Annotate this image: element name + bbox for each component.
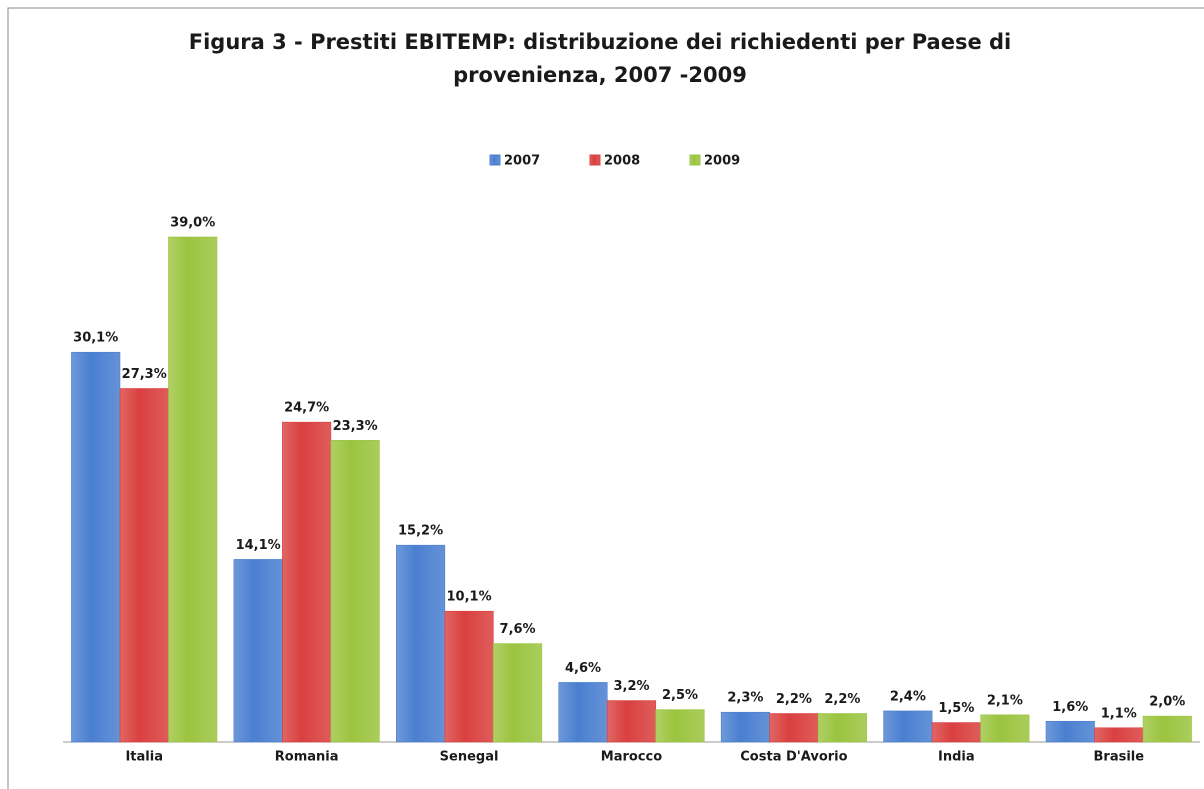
data-label: 2,0%: [1149, 695, 1185, 710]
data-label: 2,4%: [890, 689, 926, 704]
x-tick-label: Costa D'Avorio: [740, 750, 847, 765]
bar: [119, 388, 169, 743]
bar: [444, 610, 494, 743]
data-label: 24,7%: [284, 401, 329, 416]
data-label: 2,3%: [727, 691, 763, 706]
data-label: 4,6%: [565, 661, 601, 676]
data-label: 2,2%: [776, 692, 812, 707]
bar: [396, 544, 446, 743]
bar: [606, 700, 657, 743]
legend-swatch: [689, 154, 701, 166]
legend-swatch: [489, 154, 501, 166]
data-label: 15,2%: [398, 524, 443, 539]
x-tick-label: Romania: [275, 750, 339, 765]
x-tick-label: Marocco: [601, 750, 662, 765]
bar: [493, 643, 543, 743]
x-tick-label: India: [938, 750, 975, 765]
bar: [980, 714, 1030, 743]
bar: [330, 439, 380, 743]
chart-title: Figura 3 - Prestiti EBITEMP: distribuzio…: [188, 30, 1012, 87]
bar: [71, 351, 121, 743]
data-label: 1,5%: [938, 701, 974, 716]
x-tick-label: Senegal: [440, 750, 499, 765]
data-label: 2,5%: [662, 688, 698, 703]
chart-frame: [7, 7, 1204, 789]
data-label: 30,1%: [73, 331, 118, 346]
x-tick-label: Brasile: [1094, 750, 1145, 765]
bar: [1045, 720, 1095, 743]
bar: [769, 713, 819, 743]
bar: [1094, 727, 1144, 743]
data-label: 39,0%: [170, 216, 215, 231]
x-tick-label: Italia: [125, 750, 163, 765]
bar: [655, 709, 705, 743]
data-label: 3,2%: [613, 679, 649, 694]
bar: [720, 711, 770, 743]
data-label: 2,2%: [824, 692, 860, 707]
bar: [1142, 715, 1192, 743]
legend-label: 2008: [604, 154, 640, 169]
legend-swatch: [589, 154, 601, 166]
data-label: 10,1%: [447, 590, 492, 605]
bar: [168, 236, 218, 743]
data-label: 2,1%: [987, 693, 1023, 708]
bar: [282, 421, 332, 743]
legend-label: 2007: [504, 154, 540, 169]
bar: [931, 722, 981, 743]
bar: [558, 682, 608, 743]
legend-label: 2009: [704, 154, 740, 169]
bar: [233, 559, 283, 743]
data-label: 7,6%: [500, 622, 536, 637]
bar: [883, 710, 933, 743]
data-label: 14,1%: [236, 538, 281, 553]
data-label: 1,6%: [1052, 700, 1088, 715]
data-label: 1,1%: [1101, 706, 1137, 721]
data-label: 23,3%: [333, 419, 378, 434]
data-label: 27,3%: [122, 367, 167, 382]
bar: [817, 713, 867, 743]
